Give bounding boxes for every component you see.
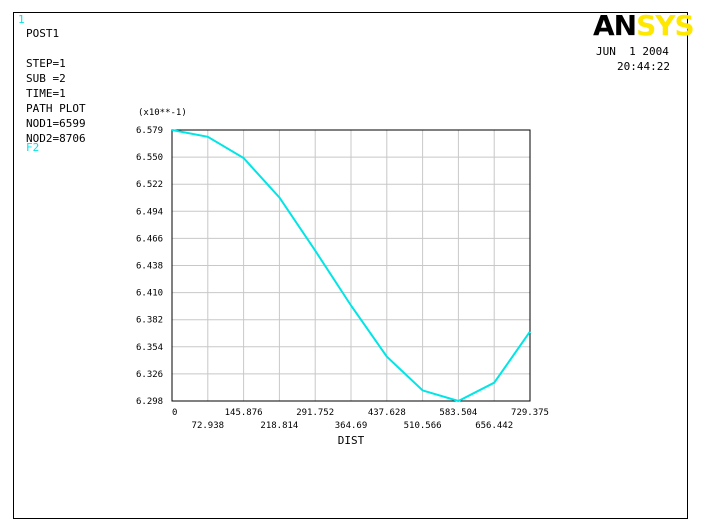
y-tick-label: 6.494: [136, 207, 163, 217]
y-tick-label: 6.522: [136, 180, 163, 190]
graphics-window-frame: [13, 12, 688, 519]
info-line: STEP=1: [26, 57, 66, 70]
x-tick-label: 364.69: [335, 421, 368, 431]
series-line-f2: [171, 129, 531, 403]
grid-lines: [172, 130, 530, 401]
info-line: PATH PLOT: [26, 102, 86, 115]
y-tick-label: 6.579: [136, 126, 163, 136]
x-tick-label: 145.876: [225, 408, 263, 418]
y-tick-label: 6.466: [136, 234, 163, 244]
time-stamp: 20:44:22: [617, 60, 670, 73]
x-tick-label: 291.752: [296, 408, 334, 418]
info-line: NOD1=6599: [26, 117, 86, 130]
x-tick-label: 218.814: [260, 421, 298, 431]
x-tick-label: 729.375: [511, 408, 549, 418]
x-tick-label: 437.628: [368, 408, 406, 418]
x-tick-label: 510.566: [404, 421, 442, 431]
date-stamp: JUN 1 2004: [596, 45, 669, 58]
ansys-logo: ANSYS: [593, 9, 695, 42]
x-tick-labels: 0 145.876 291.752 437.628 583.504 729.375 72.9…: [172, 408, 549, 431]
x-axis-label: DIST: [338, 434, 365, 447]
info-line: NOD2=8706: [26, 132, 86, 145]
y-tick-label: 6.410: [136, 289, 163, 299]
y-tick-label: 6.550: [136, 153, 163, 163]
info-line: POST1: [26, 27, 60, 40]
x-tick-label: 656.442: [475, 421, 513, 431]
y-multiplier-label: (x10**-1): [138, 108, 187, 118]
y-tick-labels: 6.579 6.550 6.522 6.494 6.466 6.438 6.410 6.382…: [136, 126, 163, 407]
info-line: TIME=1: [26, 87, 66, 100]
y-tick-label: 6.382: [136, 316, 163, 326]
x-tick-label: 72.938: [192, 421, 225, 431]
x-tick-label: 583.504: [439, 408, 477, 418]
y-tick-label: 6.298: [136, 397, 163, 407]
logo-part-sys: SYS: [636, 9, 695, 42]
info-line: SUB =2: [26, 72, 66, 85]
y-tick-label: 6.326: [136, 370, 163, 380]
x-tick-label: 0: [172, 408, 177, 418]
y-tick-label: 6.354: [136, 343, 163, 353]
y-tick-label: 6.438: [136, 262, 163, 272]
window-number: 1: [18, 13, 25, 26]
logo-part-an: AN: [593, 9, 637, 42]
plot-area-border: [171, 129, 531, 402]
item-label: F2: [26, 141, 40, 154]
